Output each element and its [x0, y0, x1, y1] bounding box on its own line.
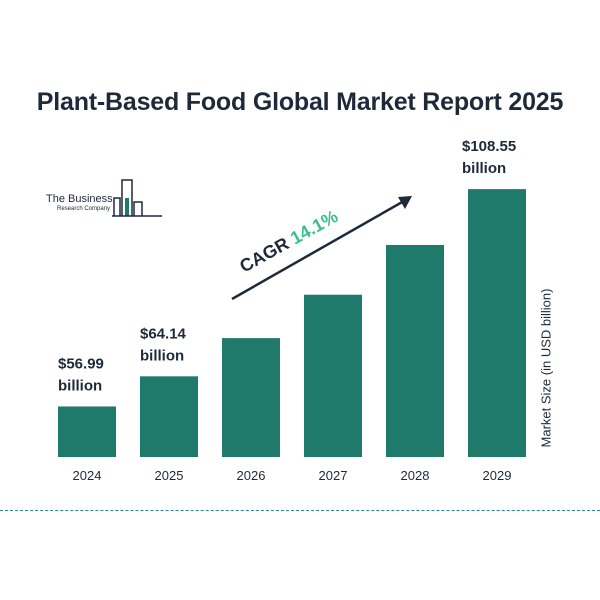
dashed-divider	[0, 510, 600, 511]
logo-subtitle: Research Company	[57, 206, 111, 212]
chart-title: Plant-Based Food Global Market Report 20…	[36, 88, 564, 116]
data-label-value: $64.14	[140, 325, 187, 342]
logo-name: The Business	[46, 193, 113, 205]
x-tick-label: 2024	[73, 468, 102, 483]
data-label-value: $108.55	[462, 138, 516, 155]
bar-2028	[386, 244, 444, 457]
x-tick-label: 2029	[483, 468, 512, 483]
x-tick-label: 2026	[237, 468, 266, 483]
data-label-unit: billion	[58, 377, 102, 394]
x-tick-label: 2027	[319, 468, 348, 483]
bar-2029	[468, 189, 526, 457]
cagr-prefix: CAGR	[236, 231, 296, 277]
bar-2025	[140, 376, 198, 457]
cagr-arrow-line	[231, 199, 405, 301]
data-label-value: $56.99	[58, 355, 104, 372]
cagr-arrow-head	[398, 196, 412, 209]
x-tick-label: 2025	[155, 468, 184, 483]
company-logo: The Business Research Company	[46, 176, 176, 222]
bar-2026	[222, 338, 280, 457]
bar-2027	[304, 294, 362, 457]
logo-buildings-icon	[112, 179, 162, 217]
data-label-unit: billion	[140, 347, 184, 364]
x-tick-label: 2028	[401, 468, 430, 483]
y-axis-label: Market Size (in USD billion)	[538, 288, 554, 448]
bar-2024	[58, 406, 116, 457]
data-label-unit: billion	[462, 160, 506, 177]
